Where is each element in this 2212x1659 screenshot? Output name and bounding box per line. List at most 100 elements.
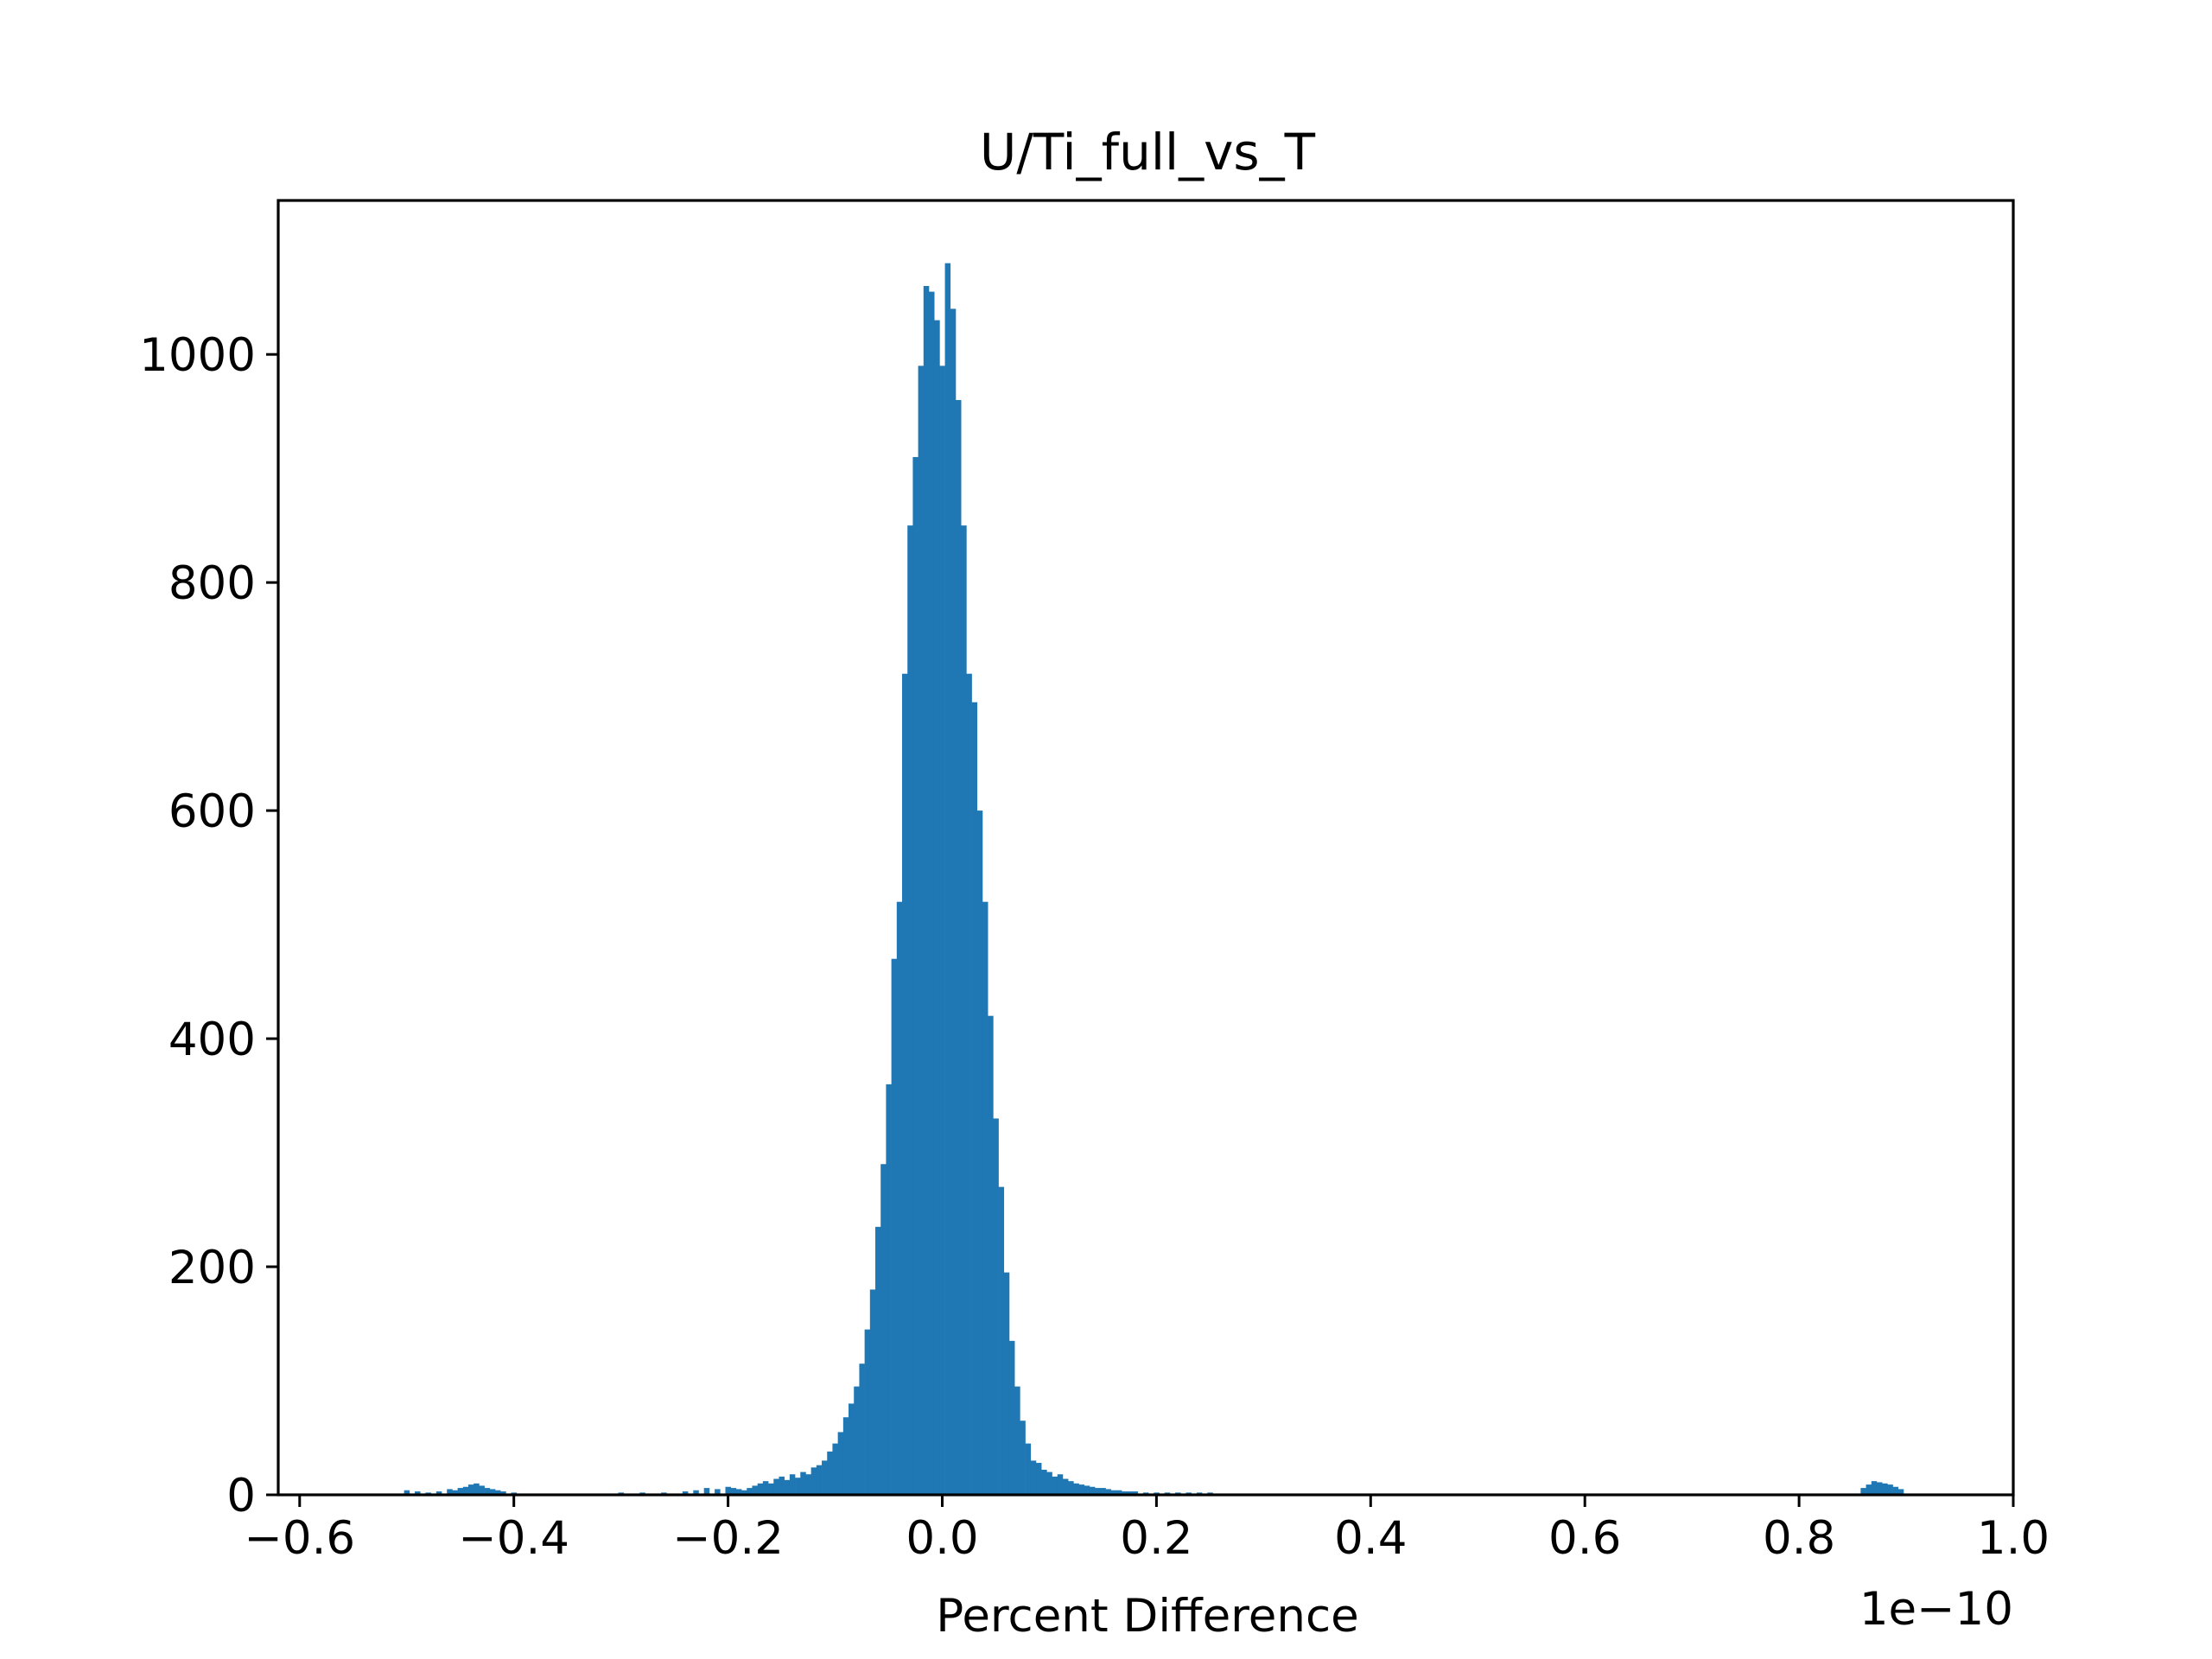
histogram-bar (1078, 1484, 1085, 1495)
histogram-bar (725, 1486, 731, 1495)
histogram-bar (404, 1490, 410, 1495)
histogram-bar (1100, 1488, 1106, 1495)
histogram-bar (715, 1489, 721, 1495)
histogram-bar (800, 1471, 806, 1495)
histogram-bar (795, 1478, 801, 1495)
histogram-bar (682, 1491, 689, 1495)
histogram-bar (955, 399, 962, 1496)
histogram-bar (484, 1488, 491, 1495)
histogram-bar (1046, 1471, 1052, 1495)
histogram-bar (1008, 1340, 1015, 1495)
histogram-bar (447, 1489, 453, 1495)
x-axis-offset-label: 1e−10 (1859, 1583, 2013, 1636)
x-tick-label: −0.4 (458, 1512, 569, 1565)
x-tick-label: −0.6 (244, 1512, 355, 1565)
histogram-bar (1897, 1489, 1904, 1495)
histogram-bar (944, 263, 951, 1496)
histogram-bar (457, 1488, 464, 1495)
histogram-bar (832, 1443, 838, 1495)
histogram-bar (1003, 1272, 1010, 1495)
histogram-bar (886, 1084, 892, 1495)
x-tick-label: 0.0 (906, 1512, 978, 1565)
histogram-bar (993, 1118, 999, 1495)
histogram-bar (912, 456, 918, 1496)
histogram-bar (1041, 1469, 1047, 1495)
histogram-bar (1860, 1488, 1866, 1495)
histogram-bar (976, 810, 983, 1495)
histogram-bar (1105, 1489, 1112, 1495)
y-tick-label: 400 (168, 1014, 256, 1066)
histogram-bar (1882, 1483, 1888, 1495)
y-tick-label: 0 (226, 1470, 256, 1522)
x-axis-ticks: −0.6 −0.4 −0.2 0.0 0.2 0.4 0.6 0.8 1.0 (244, 1495, 2050, 1565)
histogram-bar (929, 291, 935, 1496)
histogram-bar (1062, 1478, 1069, 1495)
plot-area-frame (276, 199, 2015, 1497)
histogram-bar (816, 1465, 823, 1495)
histogram-bar (747, 1488, 753, 1495)
x-axis-label: Percent Difference (936, 1590, 1359, 1643)
histogram-bar (837, 1432, 844, 1495)
histogram-bar (474, 1483, 480, 1495)
histogram-bar (966, 673, 972, 1495)
histogram-bar (1866, 1484, 1872, 1495)
histogram-bar (896, 901, 903, 1495)
histogram-bar (1030, 1460, 1037, 1495)
histogram-bar (923, 285, 930, 1495)
histogram-bars (404, 263, 1904, 1496)
x-tick-label: 0.4 (1334, 1512, 1407, 1565)
histogram-bar (752, 1485, 758, 1495)
histogram-bar (789, 1474, 796, 1495)
y-tick-label: 1000 (139, 329, 256, 382)
histogram-bar (784, 1479, 791, 1495)
histogram-bar (822, 1460, 828, 1495)
histogram-bar (693, 1490, 699, 1495)
histogram-bar (1014, 1386, 1020, 1495)
histogram-bar (982, 901, 988, 1495)
chart-title: U/Ti_full_vs_T (980, 123, 1316, 181)
histogram-bar (902, 673, 908, 1495)
histogram-bar (998, 1186, 1005, 1495)
histogram-bar (1871, 1481, 1878, 1495)
histogram-bar (1025, 1443, 1032, 1495)
histogram-bar (730, 1488, 737, 1495)
histogram-bar (1052, 1476, 1058, 1495)
x-tick-label: 0.2 (1120, 1512, 1192, 1565)
histogram-bar (735, 1489, 742, 1495)
histogram-bar (1127, 1491, 1133, 1495)
histogram-bar (452, 1490, 458, 1495)
x-tick-label: 0.6 (1548, 1512, 1621, 1565)
histogram-bar (468, 1484, 474, 1495)
histogram-bar (1035, 1463, 1042, 1495)
histogram-bar (768, 1483, 774, 1495)
histogram-bar (859, 1363, 865, 1495)
histogram-bar (1116, 1490, 1122, 1495)
histogram-bar (415, 1491, 421, 1495)
histogram-bar (1132, 1491, 1139, 1495)
histogram-bar (810, 1467, 817, 1495)
histogram-bar (1892, 1486, 1899, 1495)
histogram-bar (1089, 1486, 1096, 1495)
y-tick-label: 800 (168, 557, 256, 610)
histogram-bar (849, 1403, 855, 1495)
histogram-bar (961, 525, 967, 1495)
histogram-bar (489, 1489, 496, 1495)
histogram-bar (934, 320, 940, 1496)
histogram-bar (435, 1491, 442, 1495)
histogram-bar (988, 1015, 994, 1495)
histogram-bar (495, 1490, 501, 1495)
histogram-bar (891, 958, 898, 1495)
histogram-bar (864, 1329, 871, 1495)
histogram-bar (875, 1226, 881, 1495)
histogram-bar (757, 1483, 764, 1495)
histogram-bar (827, 1451, 833, 1495)
histogram-bar (703, 1488, 710, 1495)
y-tick-label: 600 (168, 785, 256, 838)
histogram-bar (500, 1491, 506, 1495)
histogram-bar (805, 1474, 811, 1495)
histogram-bar (939, 365, 945, 1495)
histogram-bar (1887, 1484, 1893, 1495)
y-tick-label: 200 (168, 1242, 256, 1294)
histogram-bar (971, 702, 978, 1495)
